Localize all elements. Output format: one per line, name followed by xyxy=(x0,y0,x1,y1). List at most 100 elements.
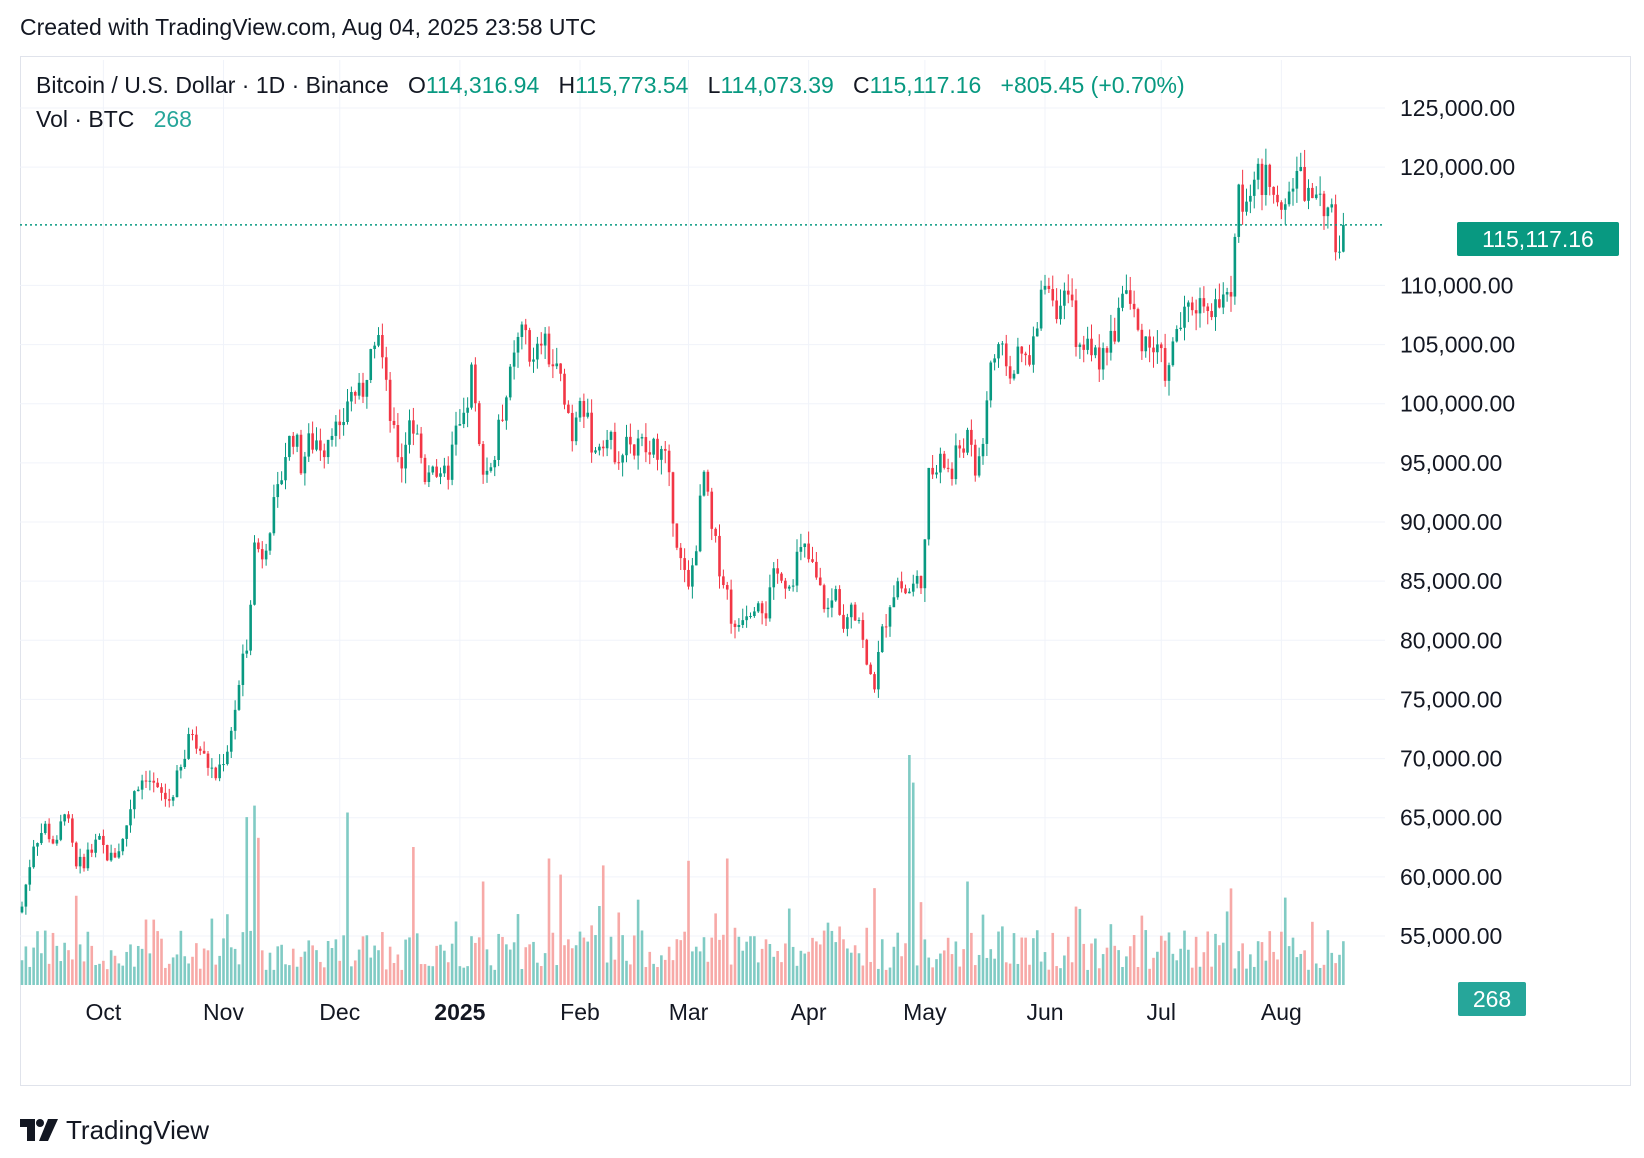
candle xyxy=(714,527,717,543)
candle-body xyxy=(288,435,291,458)
candle-body xyxy=(1218,299,1221,308)
volume-bar xyxy=(1008,963,1012,985)
candle-body xyxy=(574,417,578,442)
candle xyxy=(1338,235,1341,259)
candle-body xyxy=(1252,179,1256,196)
candle-body xyxy=(1322,193,1326,217)
candle xyxy=(272,484,276,536)
candle xyxy=(1280,200,1283,220)
volume-bar xyxy=(474,942,477,985)
volume-bar xyxy=(621,935,624,985)
candle-body xyxy=(1260,163,1264,196)
candle-body xyxy=(280,480,283,485)
candle xyxy=(1125,274,1128,295)
candle-body xyxy=(714,528,717,536)
candle xyxy=(656,433,659,471)
volume-bar xyxy=(121,965,125,985)
candle-body xyxy=(350,392,353,402)
candle xyxy=(1330,198,1334,213)
candle xyxy=(210,758,214,779)
candle xyxy=(1318,176,1322,207)
candle xyxy=(322,443,326,469)
volume-bar xyxy=(842,939,845,985)
x-tick-label: Nov xyxy=(203,999,244,1025)
candle xyxy=(993,354,996,371)
volume-label[interactable]: Vol · BTC xyxy=(36,106,135,132)
candle xyxy=(1086,326,1089,355)
candle xyxy=(40,823,43,845)
candle xyxy=(423,454,427,485)
candle xyxy=(865,638,869,666)
volume-bar xyxy=(369,957,373,985)
volume-bar xyxy=(148,953,152,985)
volume-bar xyxy=(1307,969,1310,985)
candle-body xyxy=(1024,353,1027,356)
volume-bar xyxy=(694,946,698,985)
volume-bar xyxy=(818,944,822,985)
candle-body xyxy=(753,611,756,616)
candle-body xyxy=(760,603,764,614)
candle xyxy=(563,368,566,410)
volume-bar xyxy=(791,946,795,985)
candle xyxy=(853,602,857,621)
volume-bar xyxy=(32,947,35,985)
candle xyxy=(400,443,404,483)
volume-bar xyxy=(1225,911,1229,985)
volume-bar xyxy=(652,963,655,985)
candle-body xyxy=(981,443,985,457)
volume-bar xyxy=(1214,933,1217,985)
candle-body xyxy=(381,335,384,358)
candle-body xyxy=(1144,336,1148,352)
candle-body xyxy=(284,457,287,481)
candle xyxy=(1171,337,1175,367)
volume-bar xyxy=(547,858,551,985)
candle-body xyxy=(570,412,574,442)
volume-bar xyxy=(698,951,702,985)
volume-bar xyxy=(253,805,256,985)
candle xyxy=(648,440,652,465)
candle xyxy=(1183,295,1186,341)
symbol-title[interactable]: Bitcoin / U.S. Dollar · 1D · Binance xyxy=(36,72,389,98)
volume-bar xyxy=(408,937,411,985)
candle xyxy=(760,600,764,625)
candle-body xyxy=(722,576,725,586)
volume-bar xyxy=(1024,937,1027,985)
candle xyxy=(718,524,721,589)
candle xyxy=(466,397,469,428)
volume-bar xyxy=(753,936,756,985)
candle xyxy=(915,570,919,589)
candle xyxy=(1001,340,1004,356)
candle-body xyxy=(1035,328,1039,337)
volume-bar xyxy=(1074,906,1078,985)
candle-body xyxy=(1334,204,1337,253)
volume-bar xyxy=(497,933,500,985)
candle xyxy=(1032,326,1035,373)
candle-body xyxy=(94,839,97,853)
candle-body xyxy=(741,620,745,625)
volume-bar xyxy=(43,930,47,985)
candle-body xyxy=(795,551,799,586)
candle xyxy=(1322,190,1326,230)
candle xyxy=(1299,152,1303,172)
volume-bar xyxy=(861,965,865,985)
candle-body xyxy=(388,379,392,421)
x-tick-label: Jun xyxy=(1026,999,1063,1025)
candle xyxy=(229,726,233,759)
candle xyxy=(226,745,229,766)
volume-bar xyxy=(567,939,570,985)
candle-body xyxy=(830,600,834,608)
volume-bar xyxy=(516,914,520,985)
volume-bar xyxy=(919,902,923,985)
volume-bar xyxy=(1326,930,1330,985)
candle xyxy=(547,326,551,368)
candle-body xyxy=(342,422,345,426)
tradingview-brand[interactable]: TradingView xyxy=(20,1112,209,1148)
volume-bar xyxy=(489,965,493,985)
candle xyxy=(1190,296,1194,316)
volume-bar xyxy=(470,936,473,985)
candle xyxy=(237,680,241,711)
candle xyxy=(152,772,156,793)
volume-bar xyxy=(1256,941,1260,985)
candle xyxy=(249,600,252,656)
